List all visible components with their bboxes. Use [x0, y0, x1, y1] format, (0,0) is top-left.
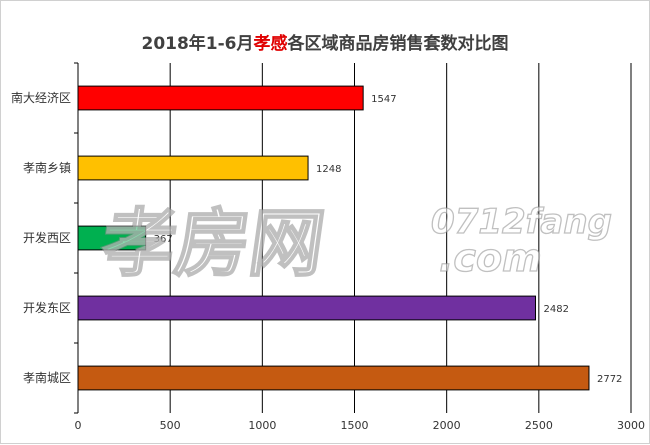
bar-5	[77, 365, 590, 391]
data-label: 2482	[544, 304, 569, 315]
data-label: 2772	[597, 374, 622, 385]
x-tick-label: 2500	[525, 419, 553, 432]
x-tick-label: 3000	[617, 419, 645, 432]
category-label: 南大经济区	[11, 90, 71, 105]
chart-title-prefix: 2018年1-6月	[141, 34, 254, 54]
bar-4	[77, 295, 537, 321]
x-tick-label: 0	[75, 419, 82, 432]
chart-title-suffix: 各区域商品房销售套数对比图	[287, 34, 509, 54]
x-tick-label: 1500	[341, 419, 369, 432]
x-tick-label: 1000	[248, 419, 276, 432]
bar-1	[77, 85, 364, 111]
category-label: 开发西区	[23, 230, 71, 245]
chart-title: 2018年1-6月孝感各区域商品房销售套数对比图	[1, 29, 649, 54]
x-tick-label: 500	[160, 419, 181, 432]
x-tick-label: 2000	[433, 419, 461, 432]
chart-title-highlight: 孝感	[253, 34, 288, 54]
bar-3	[77, 225, 147, 251]
category-label: 开发东区	[23, 300, 71, 315]
category-label: 孝南城区	[23, 370, 71, 385]
data-label: 1547	[371, 94, 396, 105]
data-label: 1248	[316, 164, 341, 175]
category-label: 孝南乡镇	[23, 160, 71, 175]
bar-2	[77, 155, 309, 181]
data-label: 367	[154, 234, 173, 245]
